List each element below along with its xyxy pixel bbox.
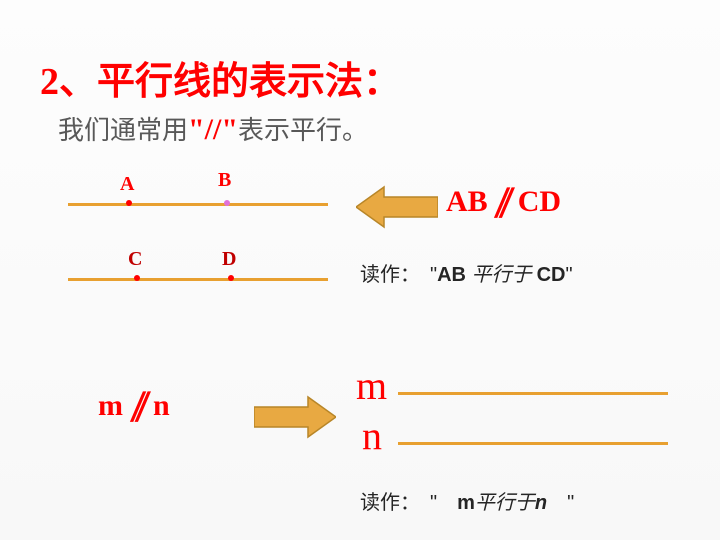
parallel-symbol-1: ∥ (492, 184, 513, 219)
reading-mn-l: m (457, 492, 475, 514)
reading-ab-post: " (565, 264, 572, 286)
reading-mn: 读作： " m平行于n " (360, 486, 574, 515)
reading-mn-mid: 平行于 (475, 492, 535, 514)
subtitle-symbol: "//" (188, 113, 238, 146)
label-n: n (362, 412, 382, 459)
section-title: 2、平行线的表示法： (40, 50, 401, 105)
notation-ab-parallel-cd: AB ∥ CD (446, 184, 561, 219)
reading-ab-l: AB (437, 264, 471, 286)
label-b: B (218, 169, 231, 192)
reading-mn-r: n (535, 492, 547, 514)
notation-ab: AB (446, 185, 488, 218)
label-d: D (222, 248, 236, 271)
point-a (126, 200, 132, 206)
point-d (228, 275, 234, 281)
point-c (134, 275, 140, 281)
point-b (224, 200, 230, 206)
subtitle-post: 表示平行。 (238, 116, 368, 145)
subtitle: 我们通常用"//"表示平行。 (58, 110, 368, 147)
line-n (398, 442, 668, 445)
notation-n: n (153, 389, 170, 422)
subtitle-pre: 我们通常用 (58, 116, 188, 145)
reading-abcd: 读作： "AB 平行于 CD" (360, 258, 573, 287)
label-m: m (356, 362, 387, 409)
reading-ab-r: CD (537, 264, 566, 286)
reading-ab-mid: 平行于 (472, 264, 537, 286)
parallel-symbol-2: ∥ (127, 388, 148, 423)
notation-m-parallel-n: m ∥ n (98, 388, 170, 423)
notation-m: m (98, 389, 123, 422)
line-m (398, 392, 668, 395)
reading-ab-pre: 读作： " (360, 264, 437, 286)
arrow-left-icon (356, 185, 438, 234)
label-a: A (120, 173, 134, 196)
label-c: C (128, 248, 142, 271)
notation-cd: CD (518, 185, 561, 218)
reading-mn-post: " (547, 492, 574, 514)
line-cd (68, 278, 328, 281)
reading-mn-pre: 读作： " (360, 492, 457, 514)
arrow-right-icon (254, 395, 336, 444)
line-ab (68, 203, 328, 206)
